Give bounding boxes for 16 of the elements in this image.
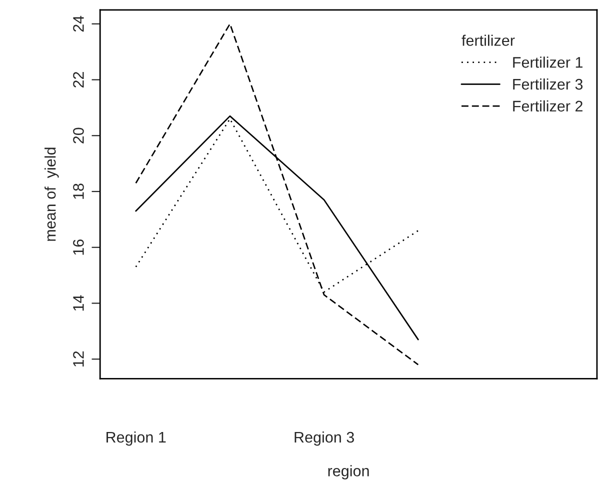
line-series — [135, 23, 419, 366]
y-axis-title: mean of yield — [44, 148, 59, 241]
legend-title: fertilizer — [462, 34, 515, 46]
y-tick-label: 12 — [73, 351, 84, 366]
legend-label: Fertilizer 1 — [513, 56, 582, 68]
x-tick-label: Region 3 — [294, 431, 354, 446]
y-tick-label: 20 — [73, 128, 84, 144]
legend-label: Fertilizer 2 — [513, 100, 582, 112]
x-axis-title: region — [328, 465, 369, 480]
y-tick-label: 22 — [73, 72, 84, 88]
x-tick-label: Region 1 — [106, 431, 166, 446]
y-tick-label: 16 — [73, 240, 84, 255]
y-tick-label: 14 — [73, 295, 84, 311]
legend-label: Fertilizer 3 — [513, 78, 583, 90]
y-tick-label: 24 — [73, 16, 84, 32]
y-tick-label: 18 — [73, 184, 84, 199]
